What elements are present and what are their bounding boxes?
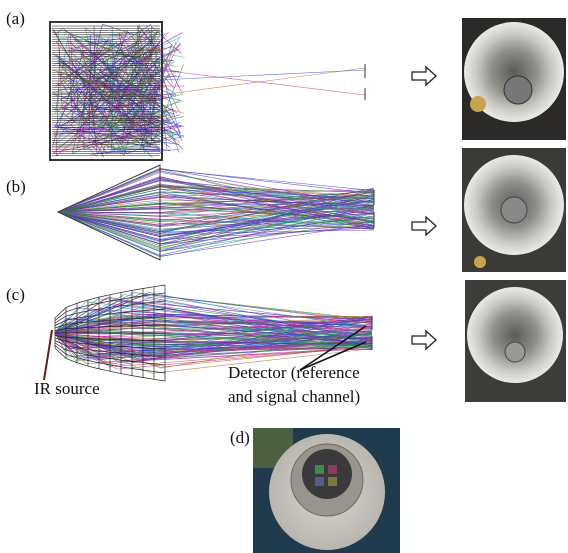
panel-label: (c) [6,285,25,304]
panel-label: (b) [6,177,26,196]
panel-label: (a) [6,9,25,28]
arrow [412,67,436,85]
ray [160,70,365,80]
ir-source [44,330,52,380]
photo-a [462,18,566,140]
photo-b [462,148,566,272]
panel-label: (d) [230,428,250,447]
ellipsoid-mesh [55,285,165,381]
photo-c [465,280,566,402]
annotation: and signal channel) [228,387,360,406]
photo-d [253,428,400,553]
arrow [412,217,436,235]
arrow [412,331,436,349]
annotation: Detector (reference [228,363,360,382]
annotation: IR source [34,379,100,398]
figure: (a) (b) (c) (d) IR source Detector (refe… [0,0,568,553]
